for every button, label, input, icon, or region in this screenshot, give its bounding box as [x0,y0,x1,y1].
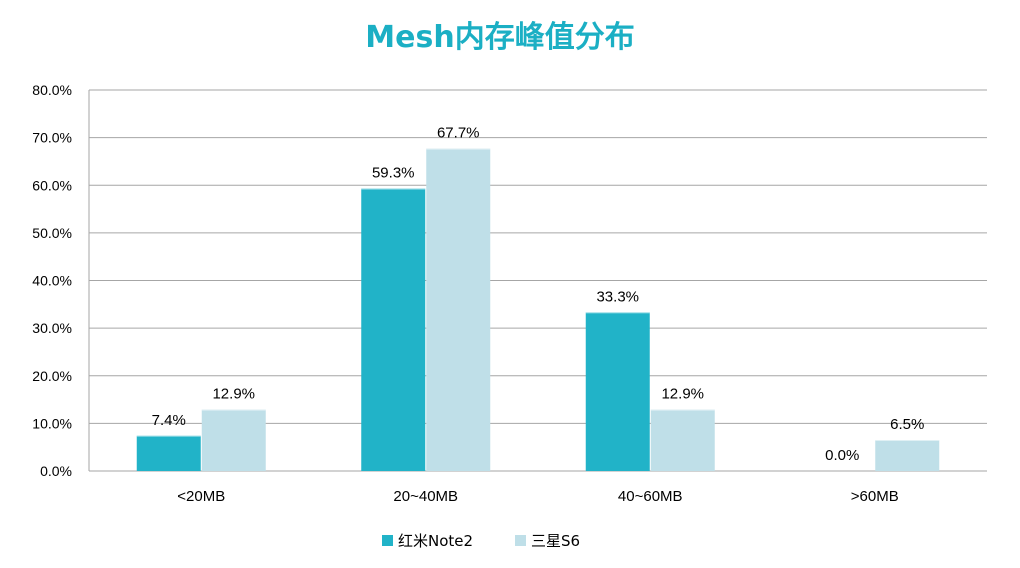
data-label: 33.3% [596,288,639,305]
legend-swatch [515,535,526,546]
data-label: 0.0% [825,447,859,464]
y-tick-label: 30.0% [32,320,72,336]
data-label: 12.9% [661,386,704,403]
data-label: 7.4% [152,412,186,429]
y-tick-label: 60.0% [32,177,72,193]
y-tick-label: 50.0% [32,225,72,241]
y-tick-label: 40.0% [32,273,72,289]
data-label: 6.5% [890,416,924,433]
y-tick-label: 80.0% [32,82,72,98]
legend-label: 红米Note2 [398,532,473,550]
legend: 红米Note2 三星S6 [382,532,580,550]
bar [361,188,426,472]
y-tick-label: 0.0% [40,463,72,479]
x-tick-label: >60MB [851,488,899,505]
x-tick-label: <20MB [177,488,225,505]
bar [650,409,715,471]
data-label: 12.9% [212,386,255,403]
y-tick-label: 70.0% [32,130,72,146]
bar-layer [136,148,940,472]
legend-label: 三星S6 [531,532,580,550]
data-label: 59.3% [372,165,415,182]
legend-swatch [382,535,393,546]
label-layer: 7.4% 12.9% <20MB 59.3% 67.7% 20~40MB 33.3% 12.9… [152,125,925,505]
data-label: 67.7% [437,125,480,142]
x-tick-label: 40~60MB [618,488,683,505]
bar [585,312,650,471]
grid-layer: 0.0% 10.0% 20.0% 30.0% 40.0% 50.0% 60.0% 70.0% 8… [32,82,987,479]
y-tick-label: 10.0% [32,415,72,431]
x-tick-label: 20~40MB [393,488,458,505]
bar [136,435,201,471]
y-tick-label: 20.0% [32,368,72,384]
chart-title: Mesh内存峰值分布 [365,20,634,55]
bar [426,148,491,472]
bar [201,409,266,471]
bar [875,440,940,471]
